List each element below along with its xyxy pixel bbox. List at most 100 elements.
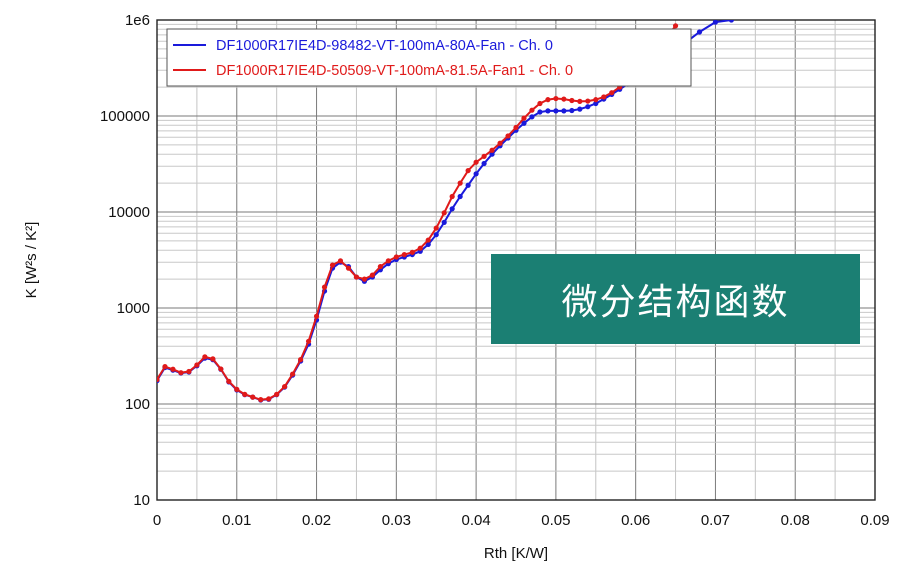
- data-point: [266, 396, 272, 402]
- x-tick-label: 0: [153, 512, 161, 529]
- data-point: [473, 171, 479, 177]
- y-tick-label: 100000: [100, 108, 150, 125]
- data-point: [465, 167, 471, 174]
- x-tick-label: 0.08: [781, 512, 810, 529]
- chart-caption-overlay: 微分结构函数: [491, 254, 860, 344]
- data-point: [696, 29, 703, 35]
- plot-frame: [156, 19, 876, 501]
- data-point: [465, 182, 471, 188]
- y-tick-label: 1000: [117, 300, 150, 317]
- data-point: [537, 100, 543, 107]
- data-point: [672, 23, 679, 29]
- data-point: [321, 284, 328, 290]
- data-point: [569, 97, 575, 104]
- x-tick-label: 0.06: [621, 512, 650, 529]
- data-point: [457, 180, 463, 186]
- data-point: [609, 90, 615, 96]
- data-point: [274, 391, 280, 397]
- data-point: [258, 397, 264, 403]
- data-point: [521, 115, 527, 121]
- data-point: [449, 193, 455, 200]
- data-point: [553, 95, 559, 102]
- x-tick-label: 0.01: [222, 512, 251, 529]
- data-point: [218, 366, 224, 372]
- data-point: [337, 258, 344, 264]
- data-point: [561, 108, 567, 114]
- data-point: [298, 357, 304, 363]
- data-point: [481, 153, 487, 159]
- data-point: [226, 378, 232, 384]
- data-point: [178, 370, 184, 376]
- data-point: [425, 237, 431, 243]
- legend-box: [166, 28, 692, 87]
- data-point: [157, 376, 160, 383]
- data-point: [194, 362, 200, 368]
- data-point: [529, 114, 535, 120]
- data-point: [250, 394, 256, 400]
- data-point: [441, 219, 447, 225]
- legend-label-series-2: DF1000R17IE4D-50509-VT-100mA-81.5A-Fan1 …: [216, 63, 573, 79]
- y-axis-title: K [W²s / K²]: [23, 222, 40, 299]
- data-point: [521, 120, 527, 126]
- data-point: [329, 262, 336, 268]
- data-point: [282, 383, 288, 390]
- data-point: [585, 98, 591, 104]
- data-point: [441, 210, 447, 216]
- data-point: [601, 94, 607, 100]
- x-tick-label: 0.07: [701, 512, 730, 529]
- data-point: [162, 364, 168, 370]
- x-tick-label: 0.09: [860, 512, 889, 529]
- data-point: [473, 159, 479, 165]
- data-point: [489, 151, 495, 157]
- x-tick-label: 0.05: [541, 512, 570, 529]
- data-point: [569, 107, 575, 114]
- data-point: [553, 108, 559, 114]
- y-tick-label: 10: [133, 492, 150, 509]
- data-point: [401, 251, 407, 258]
- data-point: [313, 313, 320, 319]
- data-point: [353, 274, 360, 280]
- x-tick-label: 0.02: [302, 512, 331, 529]
- data-point: [712, 20, 719, 25]
- data-point: [577, 106, 583, 112]
- data-point: [593, 100, 599, 107]
- x-tick-labels: 0 0.01 0.02 0.03 0.04 0.05 0.06 0.07 0.08 0.09: [153, 512, 890, 529]
- y-tick-labels: 10 100 1000 10000 100000 1e6: [100, 12, 150, 509]
- y-tick-label: 10000: [108, 204, 150, 221]
- data-point: [186, 368, 192, 375]
- data-point: [513, 124, 519, 131]
- data-point: [290, 371, 296, 377]
- x-tick-label: 0.04: [462, 512, 491, 529]
- data-point: [537, 109, 543, 115]
- data-point: [497, 140, 503, 146]
- legend-label-series-1: DF1000R17IE4D-98482-VT-100mA-80A-Fan - C…: [216, 38, 553, 54]
- data-point: [457, 193, 463, 200]
- data-point: [545, 108, 551, 114]
- data-point: [481, 160, 487, 167]
- data-point: [393, 254, 399, 260]
- data-point: [585, 104, 591, 110]
- data-point: [529, 107, 535, 113]
- x-axis-title: Rth [K/W]: [484, 545, 548, 562]
- x-tick-label: 0.03: [382, 512, 411, 529]
- data-point: [577, 98, 583, 104]
- y-tick-label: 100: [125, 396, 150, 413]
- data-point: [242, 391, 248, 397]
- data-point: [210, 356, 216, 362]
- data-point: [417, 245, 423, 251]
- y-tick-label: 1e6: [125, 12, 150, 29]
- data-point: [561, 96, 567, 102]
- data-point: [409, 249, 415, 255]
- data-point: [345, 265, 352, 271]
- data-point: [433, 232, 439, 238]
- data-point: [489, 147, 495, 153]
- data-point: [449, 206, 455, 212]
- data-point: [305, 338, 312, 344]
- data-point: [505, 133, 511, 139]
- data-point: [170, 366, 176, 372]
- data-point: [593, 97, 599, 103]
- data-point: [385, 258, 391, 264]
- legend: DF1000R17IE4D-98482-VT-100mA-80A-Fan - C…: [166, 28, 692, 87]
- data-point: [377, 263, 383, 270]
